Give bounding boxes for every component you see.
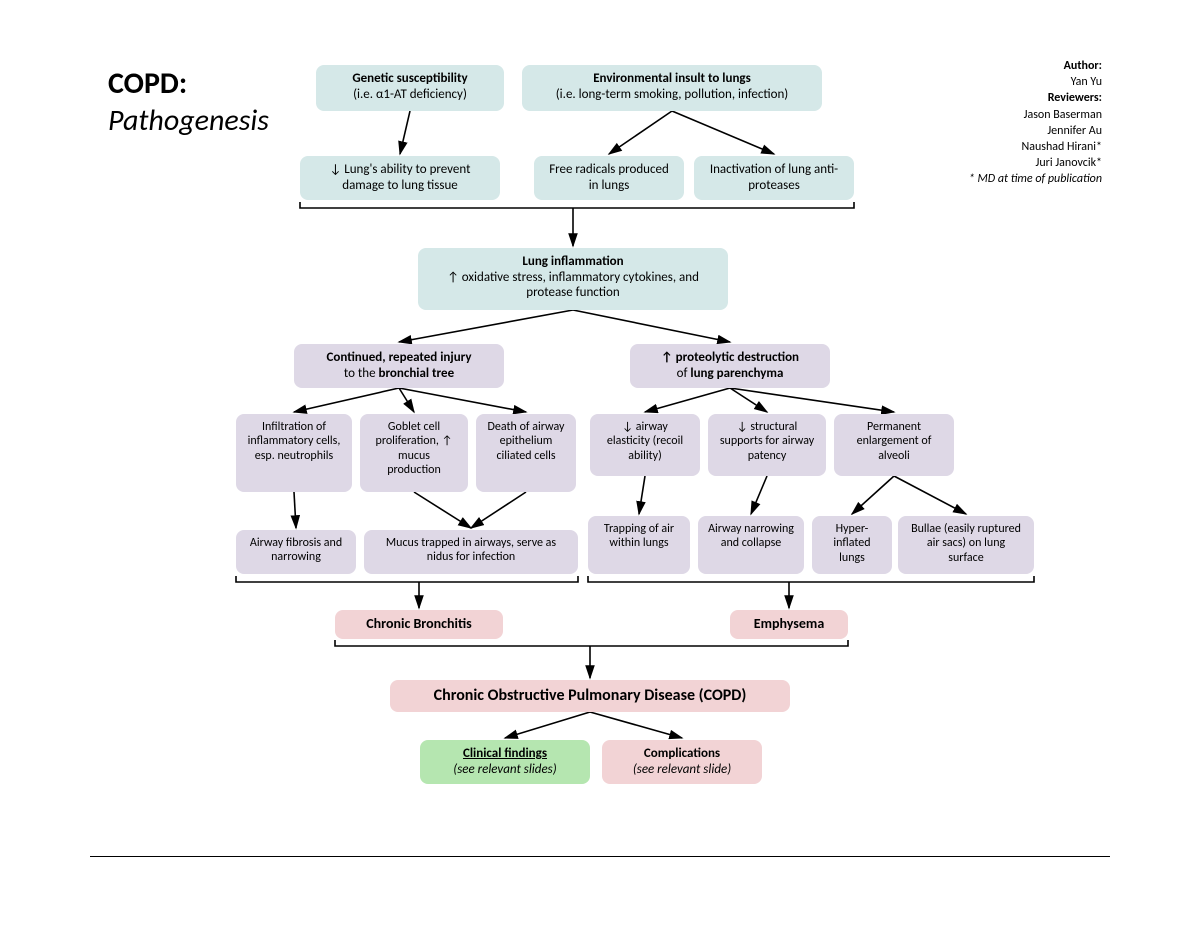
- node-death: Death of airway epithelium ciliated cell…: [476, 414, 576, 492]
- node-bullae: Bullae (easily ruptured air sacs) on lun…: [898, 516, 1034, 574]
- node-narrowing: Airway narrowing and collapse: [698, 516, 804, 574]
- reviewer-1: Jason Baserman: [969, 107, 1102, 123]
- reviewer-3: Naushad Hirani*: [969, 139, 1102, 155]
- credits-note: * MD at time of publication: [969, 171, 1102, 187]
- reviewer-4: Juri Janovcik*: [969, 155, 1102, 171]
- node-mucustrap: Mucus trapped in airways, serve as nidus…: [364, 530, 578, 574]
- title-line2: Pathogenesis: [108, 102, 269, 139]
- node-hyperinfl: Hyper-inflated lungs: [812, 516, 892, 574]
- node-enlargement: Permanent enlargement of alveoli: [834, 414, 954, 476]
- author-label: Author:: [969, 58, 1102, 74]
- node-lungability: ↓ Lung's ability to prevent damage to lu…: [300, 156, 500, 200]
- node-supports: ↓ structural supports for airway patency: [708, 414, 826, 476]
- node-freeradicals: Free radicals produced in lungs: [534, 156, 684, 200]
- diagram-canvas: COPD: Pathogenesis Author: Yan Yu Review…: [0, 0, 1200, 927]
- node-infiltration: Infiltration of inflammatory cells, esp.…: [236, 414, 352, 492]
- node-complic: Complications(see relevant slide): [602, 740, 762, 784]
- node-inflammation: Lung inflammation↑ oxidative stress, inf…: [418, 248, 728, 310]
- node-goblet: Goblet cell proliferation, ↑ mucus produ…: [360, 414, 468, 492]
- node-trapping: Trapping of air within lungs: [588, 516, 690, 574]
- node-proteolytic: ↑ proteolytic destructionof lung parench…: [630, 344, 830, 388]
- reviewers-label: Reviewers:: [969, 90, 1102, 106]
- node-emphysema: Emphysema: [730, 610, 848, 639]
- node-elasticity: ↓ airway elasticity (recoil ability): [590, 414, 700, 476]
- node-bronchialinj: Continued, repeated injuryto the bronchi…: [294, 344, 504, 388]
- credits-block: Author: Yan Yu Reviewers: Jason Baserman…: [969, 58, 1102, 188]
- footer-rule: [90, 856, 1110, 857]
- page-title: COPD: Pathogenesis: [108, 65, 269, 139]
- node-inactivation: Inactivation of lung anti-proteases: [694, 156, 854, 200]
- author-name: Yan Yu: [969, 74, 1102, 90]
- reviewer-2: Jennifer Au: [969, 123, 1102, 139]
- node-copd: Chronic Obstructive Pulmonary Disease (C…: [390, 680, 790, 712]
- node-clinical: Clinical findings(see relevant slides): [420, 740, 590, 784]
- node-airwayfib: Airway fibrosis and narrowing: [236, 530, 356, 574]
- title-line1: COPD:: [108, 65, 269, 102]
- node-genetic: Genetic susceptibility(i.e. α1-AT defici…: [316, 65, 504, 111]
- node-chronicbr: Chronic Bronchitis: [335, 610, 503, 639]
- node-environ: Environmental insult to lungs(i.e. long-…: [522, 65, 822, 111]
